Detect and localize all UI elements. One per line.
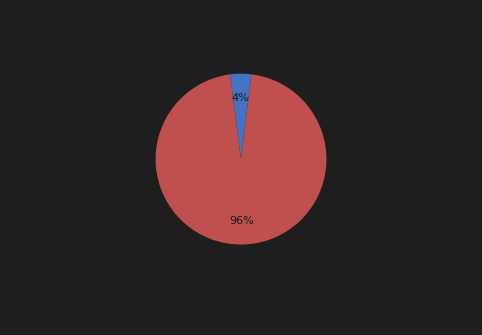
Legend: Wages & Salaries, Grants & Subsidies: Wages & Salaries, Grants & Subsidies [127,332,355,335]
Text: 96%: 96% [229,216,254,226]
Wedge shape [230,74,252,159]
Text: 4%: 4% [232,92,250,103]
Wedge shape [156,74,326,245]
